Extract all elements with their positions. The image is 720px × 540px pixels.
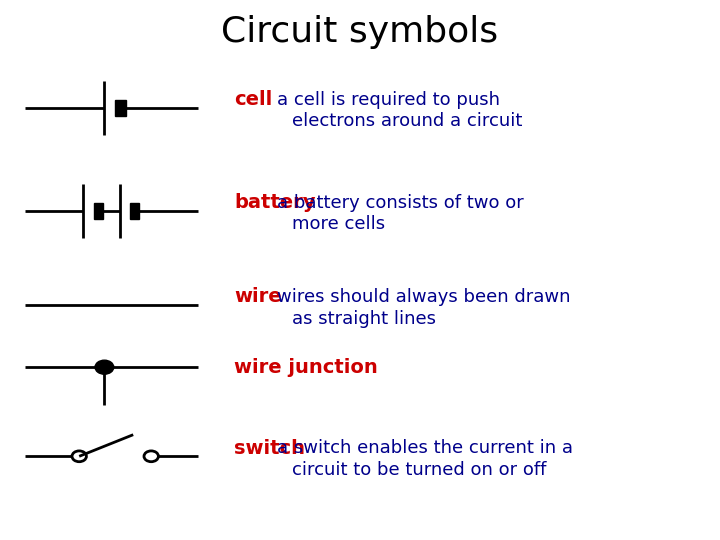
Text: wire junction: wire junction bbox=[234, 357, 378, 377]
Text: a cell is required to push: a cell is required to push bbox=[277, 91, 500, 109]
Text: switch: switch bbox=[234, 438, 305, 458]
Text: wire: wire bbox=[234, 287, 282, 307]
Text: electrons around a circuit: electrons around a circuit bbox=[292, 112, 522, 131]
Circle shape bbox=[95, 360, 114, 374]
Text: battery: battery bbox=[234, 193, 315, 212]
Text: Circuit symbols: Circuit symbols bbox=[222, 16, 498, 49]
Text: a battery consists of two or: a battery consists of two or bbox=[277, 193, 524, 212]
Text: a switch enables the current in a: a switch enables the current in a bbox=[277, 439, 573, 457]
Text: cell: cell bbox=[234, 90, 272, 110]
FancyBboxPatch shape bbox=[130, 202, 139, 219]
Text: wires should always been drawn: wires should always been drawn bbox=[277, 288, 571, 306]
Text: circuit to be turned on or off: circuit to be turned on or off bbox=[292, 461, 546, 479]
Text: as straight lines: as straight lines bbox=[292, 309, 436, 328]
FancyBboxPatch shape bbox=[115, 100, 126, 116]
FancyBboxPatch shape bbox=[94, 202, 103, 219]
Text: more cells: more cells bbox=[292, 215, 384, 233]
